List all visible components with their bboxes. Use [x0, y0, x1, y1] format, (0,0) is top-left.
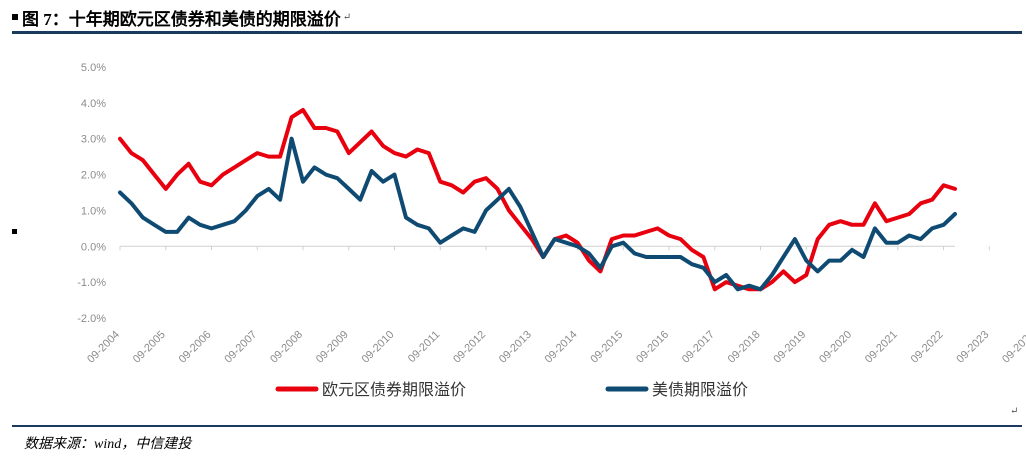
legend-label: 欧元区债券期限溢价 [322, 380, 466, 399]
legend-label: 美债期限溢价 [652, 380, 748, 399]
y-axis-ticks: -2.0% -1.0% 0.0% 1.0% 2.0% 3.0% 4.0% 5.0% [77, 62, 106, 325]
x-tick-label: 09-2021 [863, 329, 900, 366]
x-tick-label: 09-2024 [1000, 329, 1026, 366]
y-tick-label: 2.0% [81, 170, 106, 182]
paragraph-mark: ↵ [342, 11, 352, 23]
y-tick-label: -1.0% [77, 277, 106, 289]
x-tick-label: 09-2004 [85, 329, 122, 366]
x-tick-label: 09-2010 [360, 329, 397, 366]
y-tick-label: -2.0% [77, 313, 106, 325]
title-divider [12, 31, 1022, 34]
y-tick-label: 1.0% [81, 205, 106, 217]
figure-title-text: 图 7：十年期欧元区债券和美债的期限溢价 [22, 9, 341, 29]
x-tick-label: 09-2023 [954, 329, 991, 366]
x-tick-label: 09-2005 [131, 329, 168, 366]
series-line [118, 136, 957, 292]
title-bullet [12, 14, 18, 20]
x-tick-label: 09-2016 [634, 329, 671, 366]
x-tick-label: 09-2022 [909, 329, 946, 366]
x-tick-label: 09-2006 [177, 329, 214, 366]
figure-title: 图 7：十年期欧元区债券和美债的期限溢价 ↵ [12, 6, 352, 29]
x-axis-ticks: 09-2004 09-2005 09-2006 09-2007 09-2008 09-20… [85, 329, 1026, 366]
x-tick-label: 09-2009 [314, 329, 351, 366]
x-tick-label: 09-2011 [406, 329, 442, 365]
x-tick-label: 09-2019 [771, 329, 808, 366]
x-tick-label: 09-2013 [497, 329, 534, 366]
y-tick-label: 4.0% [81, 98, 106, 110]
paragraph-mark-right: ↵ [1010, 406, 1019, 417]
x-tick-label: 09-2017 [680, 329, 717, 366]
x-tick-label: 09-2012 [451, 329, 488, 366]
y-tick-label: 0.0% [81, 241, 106, 253]
y-tick-label: 5.0% [81, 62, 106, 74]
chart-legend: 欧元区债券期限溢价 美债期限溢价 [275, 380, 748, 399]
y-tick-label: 3.0% [81, 134, 106, 146]
x-tick-label: 09-2020 [817, 329, 854, 366]
x-tick-label: 09-2007 [222, 329, 259, 366]
footer-divider [12, 425, 1022, 427]
left-bullet [12, 229, 17, 234]
x-tick-label: 09-2014 [543, 329, 580, 366]
x-tick-label: 09-2018 [726, 329, 763, 366]
x-tick-label: 09-2008 [268, 329, 305, 366]
x-tick-label: 09-2015 [588, 329, 625, 366]
series-lines [118, 108, 957, 292]
data-source-note: 数据来源：wind，中信建投 [24, 437, 192, 452]
